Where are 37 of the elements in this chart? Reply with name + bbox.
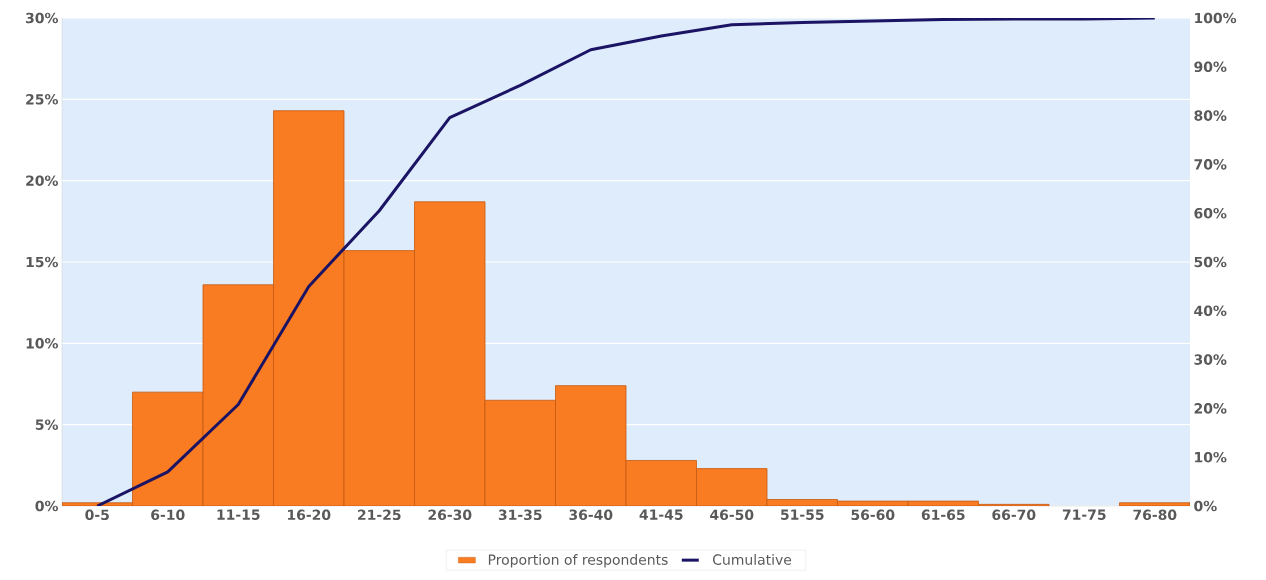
x-tick-label: 56-60 [851, 509, 895, 521]
y-tick-label: 15% [26, 256, 59, 268]
y2-tick-label: 50% [1194, 256, 1227, 268]
y2-tick-label: 0% [1194, 500, 1217, 512]
x-tick-label: 26-30 [428, 509, 472, 521]
x-tick-label: 21-25 [358, 509, 401, 521]
x-tick-label: 0-5 [85, 509, 109, 521]
x-tick-label: 36-40 [569, 509, 613, 521]
x-tick-label: 76-80 [1133, 509, 1177, 521]
x-tick-label: 51-55 [781, 509, 824, 520]
x-tick-label: 31-35 [498, 509, 542, 521]
y2-tick-label: 60% [1194, 207, 1227, 219]
x-tick-label: 16-20 [288, 509, 331, 521]
y2-tick-label: 30% [1194, 354, 1227, 365]
legend-label: Cumulative [713, 554, 792, 565]
y2-tick-label: 90% [1194, 61, 1227, 73]
y2-tick-label: 10% [1195, 451, 1227, 463]
x-tick-label: 11-15 [217, 509, 260, 520]
x-tick-label: 41-45 [639, 509, 683, 520]
y2-tick-label: 20% [1194, 403, 1227, 414]
y-tick-label: 20% [26, 175, 59, 186]
y2-tick-label: 100% [1195, 12, 1237, 24]
y2-tick-label: 80% [1194, 110, 1227, 121]
x-tick-label: 66-70 [992, 509, 1036, 521]
x-tick-label: 46-50 [710, 509, 754, 521]
y-tick-label: 10% [26, 338, 59, 349]
y-tick-label: 30% [26, 12, 59, 24]
bar [1119, 502, 1191, 506]
y2-tick-label: 40% [1194, 305, 1227, 317]
x-tick-label: 61-65 [921, 509, 965, 521]
y-tick-label: 5% [35, 419, 59, 430]
legend-label: Proportion of respondents [488, 554, 668, 568]
y-tick-label: 0% [35, 500, 59, 512]
x-tick-label: 71-75 [1062, 509, 1106, 520]
y-tick-label: 25% [26, 94, 59, 105]
y2-tick-label: 70% [1194, 159, 1227, 170]
x-tick-label: 6-10 [151, 509, 185, 521]
